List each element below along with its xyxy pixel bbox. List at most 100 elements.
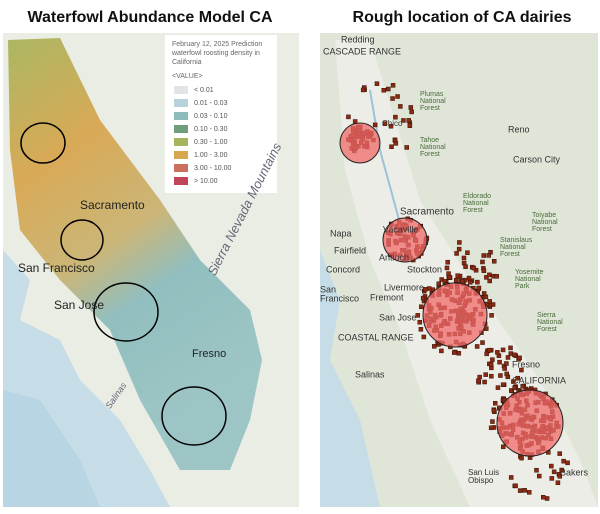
place-label: Yosemite	[515, 269, 544, 276]
place-label: Forest	[500, 251, 520, 258]
place-label: National	[420, 98, 446, 105]
dairy-dot	[480, 259, 485, 265]
dairy-dot	[508, 475, 514, 480]
dairy-dot	[484, 351, 489, 357]
dairy-dot	[460, 279, 465, 284]
place-label: Forest	[420, 105, 440, 112]
dairy-dot	[489, 373, 494, 379]
dairy-dot	[439, 348, 444, 354]
dairy-region	[496, 389, 564, 457]
dairy-dot	[453, 278, 459, 283]
dairy-dot	[559, 467, 564, 473]
dairy-dot	[481, 291, 487, 296]
dairy-dot	[508, 345, 513, 351]
dairy-dot	[512, 352, 517, 358]
place-label: Park	[515, 283, 530, 290]
place-label: Francisco	[320, 293, 359, 303]
place-label: Fairfield	[334, 245, 366, 255]
dairy-dot	[549, 463, 554, 469]
place-label: Livermore	[384, 282, 424, 292]
legend-heading: waterfowl roosting density in	[171, 50, 260, 57]
dairy-dot	[465, 250, 470, 255]
place-label: San	[320, 284, 336, 294]
dairy-dot	[446, 271, 451, 276]
right-title: Rough location of CA dairies	[353, 9, 572, 26]
dairy-dot	[436, 281, 442, 287]
legend-swatch	[174, 99, 188, 107]
dairy-dot	[534, 467, 539, 473]
place-label: National	[420, 144, 446, 151]
dairy-dot	[557, 474, 562, 479]
dairy-dot	[401, 118, 406, 123]
place-label: Reno	[508, 124, 530, 134]
place-label: Redding	[341, 34, 375, 44]
legend-swatch	[174, 86, 188, 94]
place-label: San Francisco	[18, 261, 95, 275]
place-label: COASTAL RANGE	[338, 332, 414, 342]
dairy-dot	[511, 379, 516, 384]
dairy-dot	[517, 355, 522, 361]
dairy-dot	[557, 451, 562, 456]
dairy-dot	[486, 253, 491, 258]
dairy-dot	[475, 279, 480, 285]
dairy-dot	[513, 483, 518, 489]
dairy-dot	[527, 490, 532, 495]
dairy-dot	[490, 357, 495, 362]
dairy-dot	[463, 264, 468, 269]
dairy-dot	[519, 367, 524, 373]
dairy-dot	[461, 255, 467, 261]
place-label: Forest	[463, 207, 483, 214]
dairy-dot	[504, 371, 509, 377]
dairy-dot	[390, 96, 395, 101]
place-label: Antioch	[379, 252, 409, 262]
dairy-dot	[555, 480, 561, 485]
dairy-dot	[382, 121, 388, 126]
place-label: Stockton	[407, 264, 442, 274]
dairy-dot	[522, 488, 527, 493]
dairy-dot	[360, 87, 366, 93]
dairy-dot	[487, 347, 492, 353]
dairy-dot	[502, 366, 507, 371]
dairy-region	[382, 217, 428, 263]
left-title: Waterfowl Abundance Model CA	[27, 9, 272, 26]
right-map	[320, 33, 598, 507]
dairy-dot	[407, 123, 413, 128]
place-label: Forest	[537, 326, 557, 333]
legend-heading: February 12, 2025 Prediction	[172, 41, 262, 48]
dairy-dot	[386, 86, 391, 92]
dairy-dot	[500, 382, 506, 387]
place-label: National	[463, 200, 489, 207]
dairy-dot	[544, 496, 550, 501]
dairy-dot	[415, 313, 421, 318]
dairy-dot	[481, 253, 486, 258]
dairy-dot	[484, 275, 489, 280]
legend-label: 1.00 - 3.00	[194, 152, 228, 159]
dairy-dot	[497, 359, 502, 365]
place-label: Plumas	[420, 91, 444, 98]
legend-label: > 10.00	[194, 178, 218, 185]
dairy-dot	[487, 278, 492, 284]
dairy-dot	[421, 334, 427, 340]
place-label: Fresno	[512, 359, 540, 369]
dairy-dot	[491, 408, 497, 413]
dairy-dot	[388, 123, 394, 129]
place-label: San Jose	[54, 298, 104, 312]
dairy-dot	[381, 87, 387, 93]
place-label: San Luis	[468, 468, 499, 477]
place-label: National	[537, 319, 563, 326]
dairy-dot	[494, 274, 499, 279]
dairy-dot	[541, 494, 546, 500]
place-label: Concord	[326, 264, 360, 274]
dairy-dot	[447, 275, 452, 280]
legend-label: 0.10 - 0.30	[194, 126, 228, 133]
place-label: Stanislaus	[500, 237, 533, 244]
dairy-dot	[419, 304, 424, 310]
legend-swatch	[174, 151, 188, 159]
dairy-region	[339, 122, 381, 164]
dairy-dot	[444, 265, 450, 271]
dairy-dot	[456, 246, 462, 252]
dairy-dot	[418, 327, 424, 332]
place-label: Fremont	[370, 292, 404, 302]
dairy-dot	[565, 460, 570, 466]
